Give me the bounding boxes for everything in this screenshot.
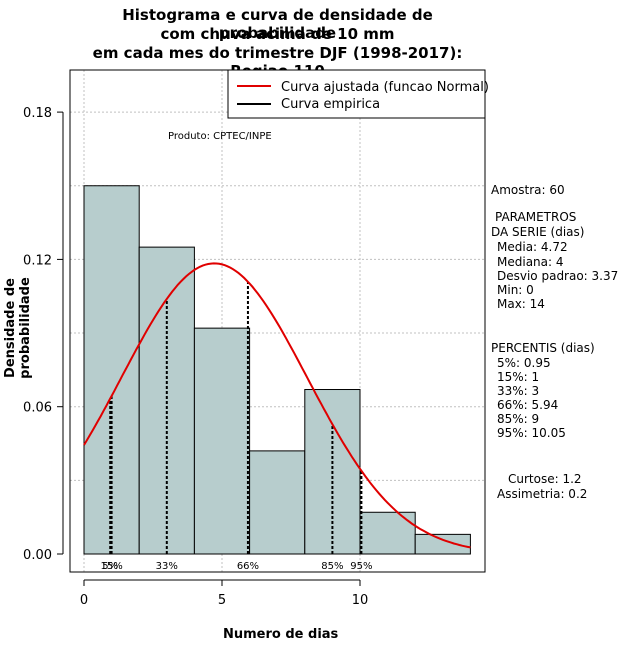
stat-p95: 95%: 10.05 — [497, 426, 566, 440]
x-tick-label: 0 — [80, 593, 88, 608]
histogram-bar-6 — [359, 511, 416, 555]
stat-p85: 85%: 9 — [497, 412, 540, 426]
y-tick-label: 0.18 — [23, 106, 52, 121]
stat-params-title-1: PARAMETROS — [495, 210, 577, 224]
stat-min: Min: 0 — [497, 283, 534, 297]
y-tick-label: 0.06 — [23, 401, 52, 416]
y-tick-label: 0.12 — [23, 253, 52, 268]
percentile-lines-layer: 5%15% 33% 66% 85% 95% — [100, 281, 372, 572]
bars-layer — [83, 185, 471, 555]
legend-fitted-label: Curva ajustada (funcao Normal) — [281, 80, 489, 95]
histogram-bar-4 — [249, 450, 306, 555]
y-axis-title: Densidade de probabilidade — [3, 277, 33, 379]
stat-p15: 15%: 1 — [497, 370, 540, 384]
chart-title-line-2: com chuva acima de 10 mm — [160, 25, 395, 43]
stat-p66: 66%: 5.94 — [497, 398, 559, 412]
normal-fit-curve — [83, 262, 471, 549]
legend-empirical-label: Curva empirica — [281, 97, 380, 112]
percentile-label-85: 85% — [321, 561, 343, 572]
percentile-label-15: 15% — [100, 561, 122, 572]
stat-mediana: Mediana: 4 — [497, 255, 564, 269]
stat-params-title-2: DA SERIE (dias) — [491, 225, 585, 239]
x-tick-label: 5 — [218, 593, 226, 608]
chart-title-line-1: Histograma e curva de densidade de proba… — [122, 6, 433, 42]
legend-box — [227, 69, 486, 119]
percentile-label-95: 95% — [350, 561, 372, 572]
stat-curtose: Curtose: 1.2 — [508, 472, 582, 486]
x-axis-title: Numero de dias — [223, 627, 339, 642]
stat-p33: 33%: 3 — [497, 384, 540, 398]
axes-layer: 0 5 10 0.00 0.06 0.12 0.18 — [23, 106, 368, 608]
stat-p5: 5%: 0.95 — [497, 356, 551, 370]
percentile-label-33: 33% — [156, 561, 178, 572]
credit-label: Produto: CPTEC/INPE — [168, 131, 272, 142]
histogram-bar-3 — [193, 327, 251, 555]
stat-sample: Amostra: 60 — [491, 183, 565, 197]
percentile-label-5: 5% — [102, 561, 118, 572]
stat-desvio: Desvio padrao: 3.37 — [497, 269, 619, 283]
x-tick-label: 10 — [352, 593, 369, 608]
percentile-label-66: 66% — [237, 561, 259, 572]
stat-assimetria: Assimetria: 0.2 — [497, 487, 588, 501]
histogram-bar-7 — [414, 533, 471, 555]
stat-max: Max: 14 — [497, 297, 545, 311]
stat-percentiles-title: PERCENTIS (dias) — [491, 341, 595, 355]
legend: Curva ajustada (funcao Normal) Curva emp… — [227, 69, 489, 119]
y-tick-label: 0.00 — [23, 548, 52, 563]
stat-media: Media: 4.72 — [497, 240, 568, 254]
